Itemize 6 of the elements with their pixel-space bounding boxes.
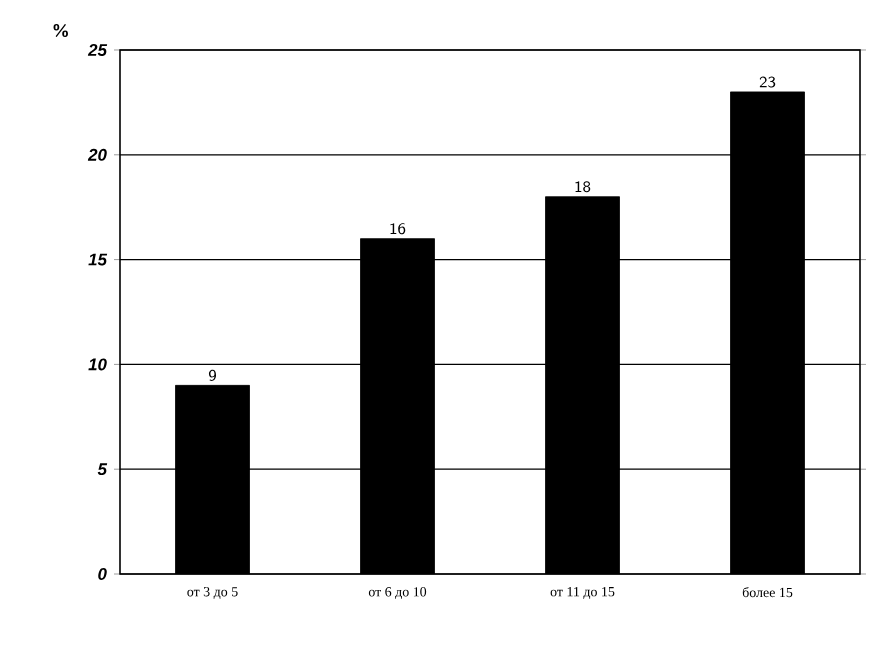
- y-tick-label: 5: [97, 463, 108, 476]
- y-tick-label: 10: [88, 358, 107, 371]
- y-tick-label: 25: [87, 44, 108, 56]
- y-tick-label: 15: [88, 253, 108, 266]
- y-tick-label: 20: [87, 148, 107, 161]
- y-tick-label: 0: [98, 568, 107, 580]
